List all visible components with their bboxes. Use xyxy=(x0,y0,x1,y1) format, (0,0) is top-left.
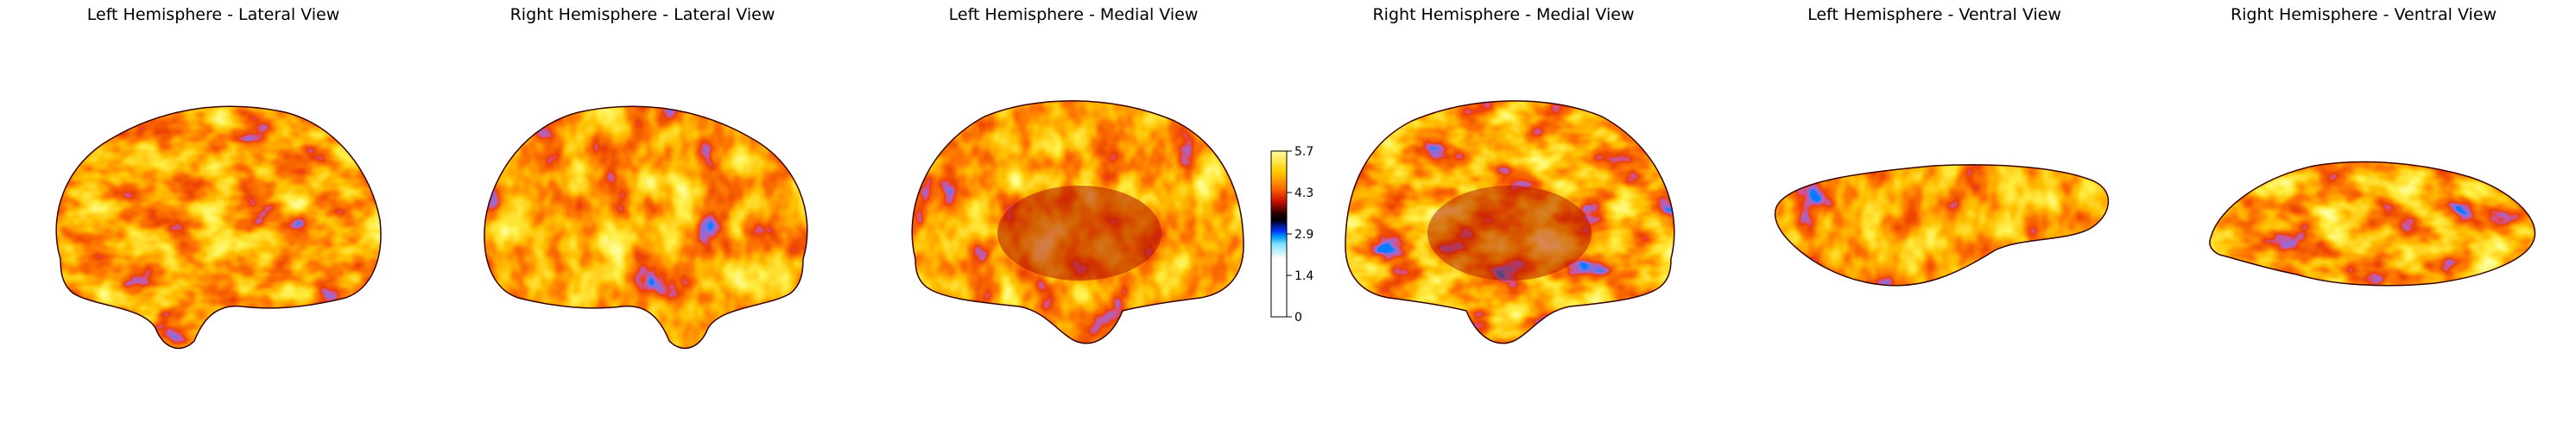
view-title-left-lateral: Left Hemisphere - Lateral View xyxy=(86,5,340,24)
left-lateral-brain xyxy=(55,105,382,350)
right-lateral-surface xyxy=(484,106,807,349)
right-lateral-outline xyxy=(484,105,808,350)
left-medial-outline xyxy=(911,100,1244,344)
right-ventral-surface xyxy=(2209,161,2535,286)
right-medial-inner-region xyxy=(1427,186,1592,281)
colorbar-gradient xyxy=(1270,150,1288,318)
left-medial-inner-region xyxy=(997,186,1161,281)
left-lateral-surface xyxy=(56,106,381,349)
left-medial-brain xyxy=(911,100,1244,344)
view-title-left-ventral: Left Hemisphere - Ventral View xyxy=(1807,5,2061,24)
view-title-right-ventral: Right Hemisphere - Ventral View xyxy=(2230,5,2497,24)
left-lateral-outline xyxy=(55,105,382,350)
left-ventral-surface xyxy=(1775,164,2109,286)
right-ventral-brain xyxy=(2209,161,2536,287)
view-title-right-medial: Right Hemisphere - Medial View xyxy=(1372,5,1635,24)
left-ventral-brain xyxy=(1774,164,2109,287)
right-medial-outline xyxy=(1345,100,1675,344)
view-title-right-lateral: Right Hemisphere - Lateral View xyxy=(510,5,775,24)
right-ventral-outline xyxy=(2209,161,2536,287)
left-ventral-outline xyxy=(1774,164,2109,287)
right-lateral-brain xyxy=(484,105,808,350)
colorbar-tick-label: 5.7 xyxy=(1294,145,1313,159)
colorbar-tick-label: 2.9 xyxy=(1294,228,1313,242)
colorbar-tick-label: 4.3 xyxy=(1294,186,1313,200)
colorbar: 5.7 4.3 2.9 1.4 0 xyxy=(1270,145,1313,325)
colorbar-tick-label: 0 xyxy=(1294,311,1302,325)
colorbar-tick-label: 1.4 xyxy=(1294,269,1313,283)
right-medial-brain xyxy=(1345,100,1675,344)
view-title-left-medial: Left Hemisphere - Medial View xyxy=(948,5,1199,24)
